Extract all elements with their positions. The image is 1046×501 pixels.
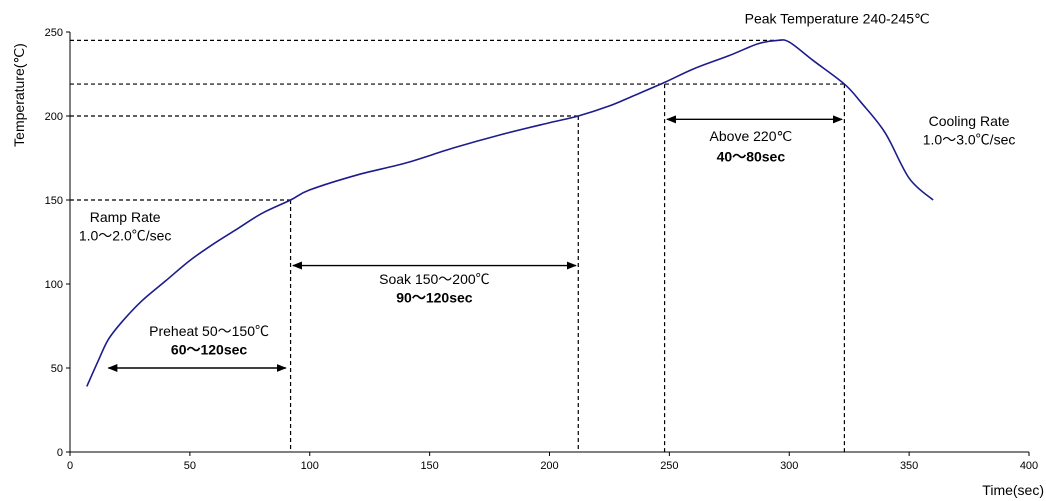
cooling-rate-label: Cooling Rate — [929, 113, 1010, 129]
preheat-time: 60～120sec — [171, 342, 248, 358]
arrow-layer — [107, 115, 843, 372]
ramp-rate-label: Ramp Rate — [90, 209, 161, 225]
series-layer — [86, 39, 934, 387]
axes — [69, 32, 1029, 453]
y-axis-title: Temperature(℃) — [11, 43, 27, 147]
axis-ticks: 0 50 100 150 200 250 300 350 400 0 50 100 150 200 250 — [45, 27, 1039, 472]
y-tick-label: 50 — [51, 363, 63, 375]
guide-lines — [70, 39, 845, 452]
peak-temperature-label: Peak Temperature 240-245℃ — [745, 11, 930, 27]
temperature-curve — [86, 39, 934, 387]
soak-label: Soak 150～200℃ — [379, 271, 490, 287]
y-tick-label: 250 — [45, 27, 63, 39]
x-tick-label: 100 — [301, 460, 319, 472]
x-axis-title: Time(sec) — [982, 482, 1044, 498]
cooling-rate-value: 1.0～3.0℃/sec — [923, 132, 1016, 148]
x-tick-label: 0 — [67, 460, 73, 472]
y-tick-label: 100 — [45, 279, 63, 291]
x-tick-label: 350 — [900, 460, 918, 472]
preheat-label: Preheat 50～150℃ — [149, 323, 269, 339]
soak-time: 90～120sec — [396, 289, 473, 305]
x-tick-label: 200 — [540, 460, 558, 472]
annotation-layer: Peak Temperature 240-245℃ Cooling Rate 1.0… — [79, 11, 1016, 358]
above-220-time: 40～80sec — [717, 148, 786, 164]
y-tick-label: 150 — [45, 195, 63, 207]
above-220-label: Above 220℃ — [710, 128, 793, 144]
x-tick-label: 50 — [184, 460, 196, 472]
y-tick-label: 200 — [45, 111, 63, 123]
x-tick-label: 300 — [780, 460, 798, 472]
ramp-rate-value: 1.0～2.0℃/sec — [79, 227, 172, 243]
x-tick-label: 400 — [1020, 460, 1038, 472]
x-tick-label: 150 — [420, 460, 438, 472]
x-tick-label: 250 — [660, 460, 678, 472]
y-tick-label: 0 — [57, 447, 63, 459]
